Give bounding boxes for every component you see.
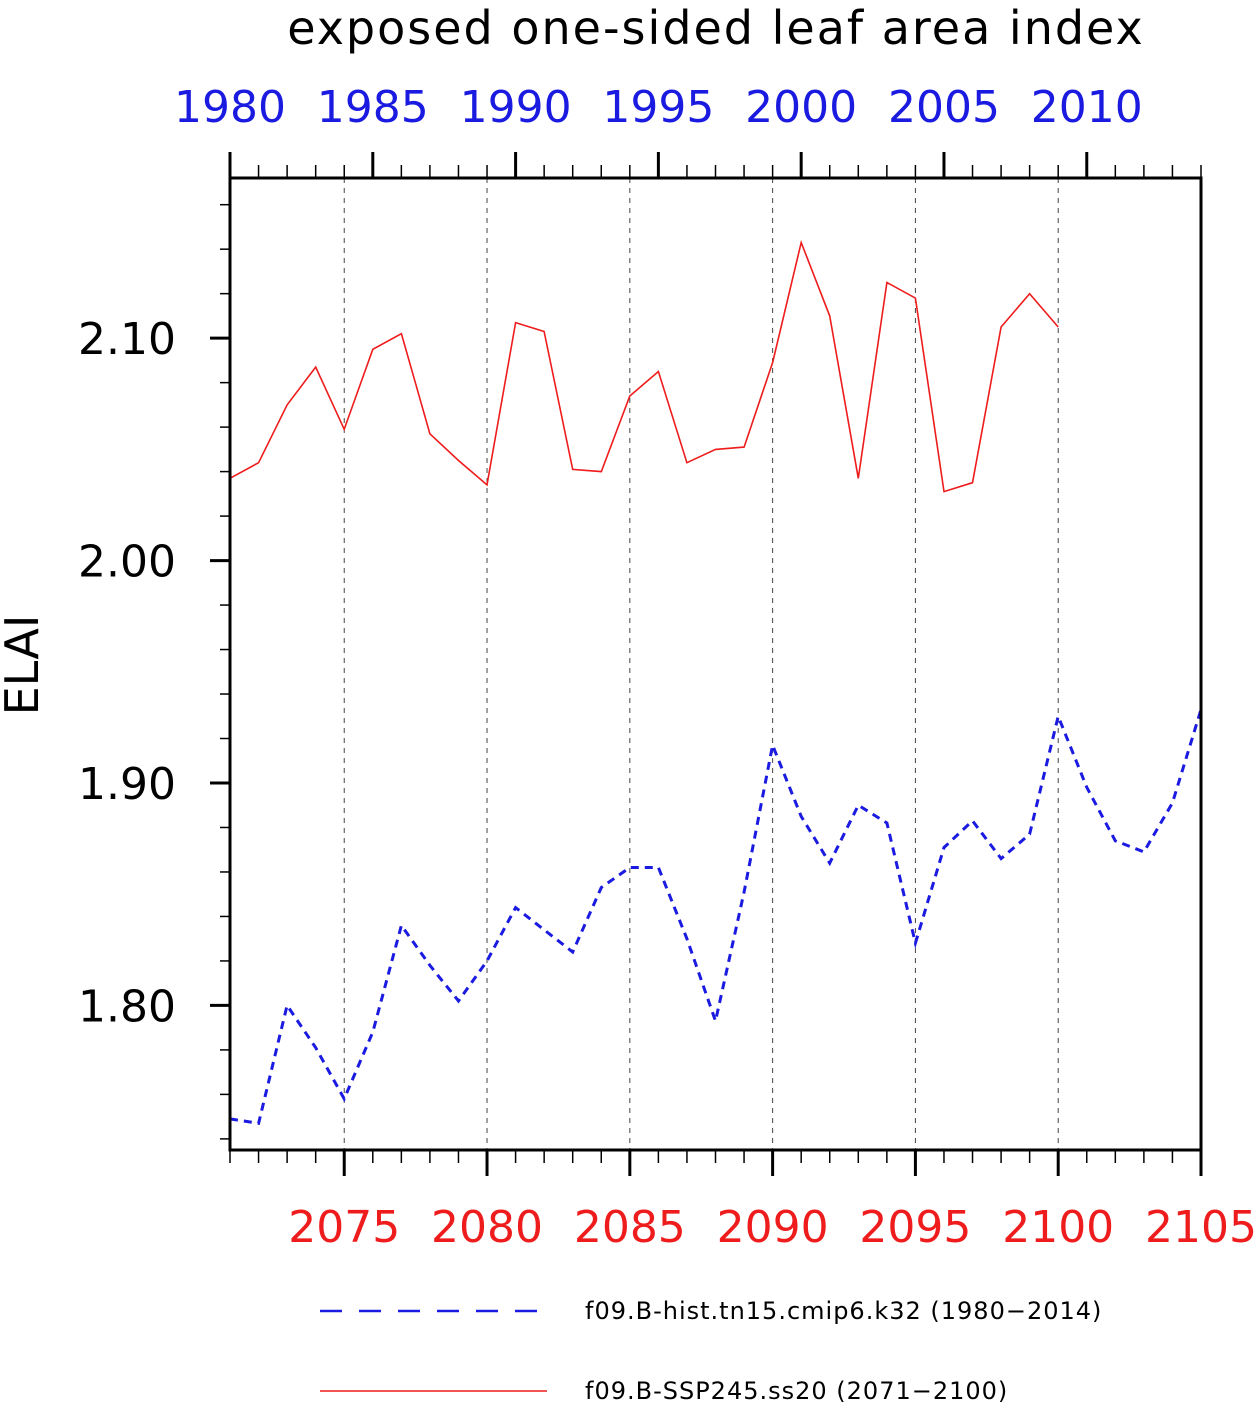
- top-tick-label-1985: 1985: [317, 82, 429, 133]
- top-tick-label-1980: 1980: [174, 82, 286, 133]
- series-lines: [229, 239, 1203, 1125]
- vertical-grid: [343, 178, 1059, 1150]
- bottom-tick-label-2085: 2085: [574, 1202, 686, 1253]
- bottom-tick-label-2080: 2080: [431, 1202, 543, 1253]
- top-tick-label-2000: 2000: [745, 82, 857, 133]
- y-tick-label-2.10: 2.10: [78, 314, 176, 365]
- bottom-tick-label-2105: 2105: [1145, 1202, 1257, 1253]
- y-tick-label-1.90: 1.90: [78, 759, 176, 810]
- axis-ticks: [210, 152, 1203, 1176]
- top-tick-label-2005: 2005: [888, 82, 1000, 133]
- tick-labels: 2075 2080 2085 2090 2095 2100 2105 1980 1985 1990…: [78, 82, 1257, 1253]
- top-tick-label-1995: 1995: [602, 82, 714, 133]
- chart-title: exposed one-sided leaf area index: [287, 1, 1145, 55]
- legend: f09.B-hist.tn15.cmip6.k32 (1980−2014) f0…: [320, 1297, 1102, 1405]
- y-axis-label: ELAI: [0, 615, 49, 716]
- legend-label-ssp245: f09.B-SSP245.ss20 (2071−2100): [585, 1377, 1008, 1405]
- top-tick-label-1990: 1990: [460, 82, 572, 133]
- series-line-1: [229, 239, 1059, 493]
- bottom-tick-label-2095: 2095: [859, 1202, 971, 1253]
- legend-label-hist: f09.B-hist.tn15.cmip6.k32 (1980−2014): [585, 1297, 1102, 1325]
- bottom-tick-label-2075: 2075: [288, 1202, 400, 1253]
- top-tick-label-2010: 2010: [1031, 82, 1143, 133]
- y-tick-label-1.80: 1.80: [78, 981, 176, 1032]
- y-tick-label-2.00: 2.00: [78, 537, 176, 588]
- bottom-tick-label-2090: 2090: [717, 1202, 829, 1253]
- series-line-0: [229, 709, 1203, 1125]
- bottom-tick-label-2100: 2100: [1002, 1202, 1114, 1253]
